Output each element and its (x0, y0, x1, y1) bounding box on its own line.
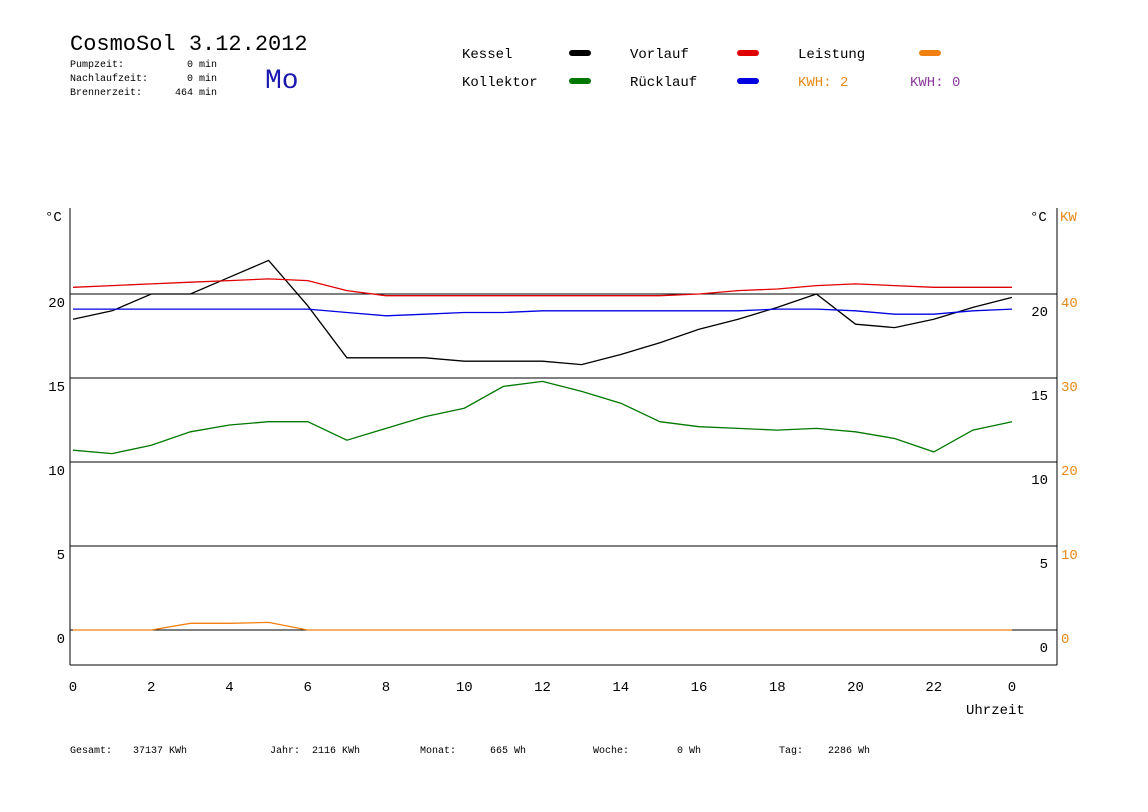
y-tick-label-right: 15 (1031, 389, 1048, 405)
y-tick-label: 20 (48, 296, 65, 312)
legend-label: Kollektor (462, 75, 538, 91)
series-line (72, 259, 1013, 366)
x-tick-label: 22 (925, 680, 942, 696)
y2-tick-label: 30 (1061, 380, 1078, 396)
series-line (73, 308, 1013, 317)
x-tick-label: 18 (769, 680, 786, 696)
series-line (72, 380, 1013, 455)
x-tick-label: 16 (691, 680, 708, 696)
x-tick-label: 8 (382, 680, 390, 696)
x-tick-label: 2 (147, 680, 155, 696)
day-label: Mo (265, 66, 299, 97)
x-tick-label: 0 (69, 680, 77, 696)
info-value: 0 min (187, 73, 217, 85)
y-tick-label: 5 (57, 548, 65, 564)
series-line (72, 278, 1012, 297)
y2-tick-label: 40 (1061, 296, 1078, 312)
info-label: Brennerzeit: (70, 87, 142, 99)
x-tick-label: 4 (225, 680, 233, 696)
footer-label: Jahr: (270, 745, 300, 757)
footer-value: 2286 Wh (828, 745, 870, 757)
footer-label: Monat: (420, 746, 456, 757)
y2-tick-label: 20 (1061, 464, 1078, 480)
series-line (73, 621, 1012, 631)
y-tick-label-right: 20 (1031, 305, 1048, 321)
y-tick-label: 10 (48, 464, 65, 480)
y-tick-label-right: 5 (1040, 557, 1048, 573)
x-tick-label: 12 (534, 680, 551, 696)
x-tick-label: 6 (304, 680, 312, 696)
legend-label: Leistung (798, 47, 865, 63)
y-tick-label: 0 (57, 632, 65, 648)
footer-label: Tag: (779, 746, 803, 757)
chart-title: CosmoSol 3.12.2012 (70, 32, 308, 57)
info-label: Nachlaufzeit: (70, 73, 148, 85)
footer-value: 2116 KWh (312, 745, 360, 757)
y2-tick-label: 0 (1061, 632, 1069, 648)
footer-label: Woche: (593, 745, 629, 757)
legend-label: Rücklauf (630, 75, 697, 91)
info-value: 0 min (187, 59, 217, 71)
footer-value: 37137 KWh (133, 745, 187, 757)
legend-label: Kessel (462, 47, 512, 63)
info-value: 464 min (175, 87, 217, 99)
footer-value: 0 Wh (677, 745, 701, 757)
energy-label: KWH: 0 (910, 75, 960, 91)
x-axis-label: Uhrzeit (966, 703, 1025, 719)
legend-label: Vorlauf (630, 47, 689, 63)
y2-tick-label: 10 (1061, 548, 1078, 564)
energy-label: KWH: 2 (798, 75, 848, 91)
x-tick-label: 20 (847, 680, 864, 696)
y-axis-label: °C (45, 210, 62, 226)
footer-label: Gesamt: (70, 746, 112, 757)
x-tick-label: 10 (456, 680, 473, 696)
y-tick-label-right: 10 (1031, 473, 1048, 489)
x-tick-label: 14 (612, 680, 629, 696)
y-tick-label-right: 0 (1040, 641, 1048, 657)
footer-value: 665 Wh (490, 745, 526, 757)
y2-axis-label: KW (1060, 210, 1077, 226)
y-tick-label: 15 (48, 380, 65, 396)
info-label: Pumpzeit: (70, 59, 124, 71)
y-axis-label-right: °C (1030, 210, 1047, 226)
x-tick-label: 0 (1008, 680, 1016, 696)
